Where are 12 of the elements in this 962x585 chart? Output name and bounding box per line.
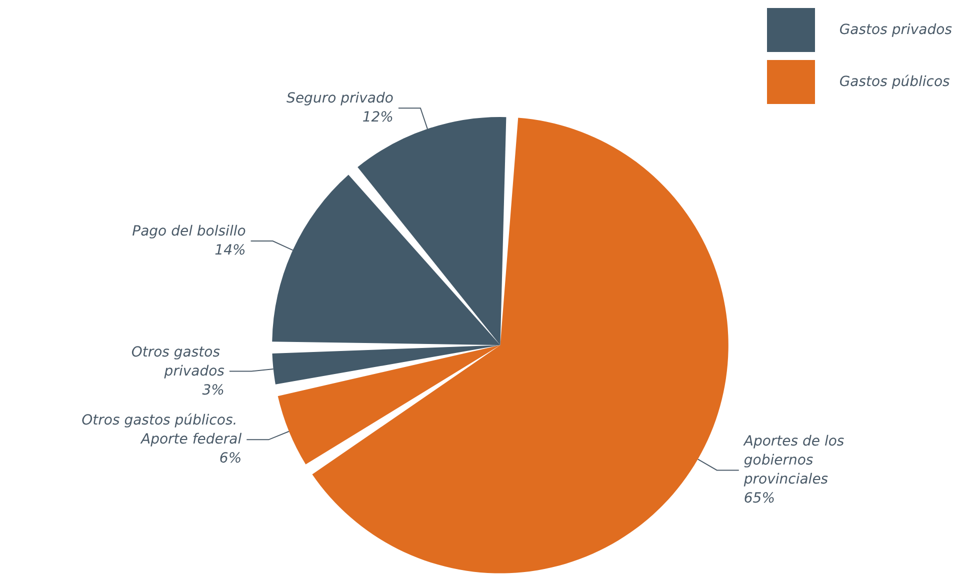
data-label: 3% <box>202 382 224 398</box>
slice-label: Aportes de los gobiernos provinciales <box>742 434 849 488</box>
text: Gastos públicos <box>839 74 950 90</box>
text: Gastos privados <box>839 22 952 38</box>
slice-label: Pago del bolsillo <box>132 224 246 240</box>
slice-label: Otros gastos públicos. Aporte federal <box>82 412 242 448</box>
data-label: 6% <box>219 450 242 467</box>
slice-label: Otros gastos privados <box>131 344 224 380</box>
data-label: 14% <box>214 242 246 259</box>
slice-label: Seguro privado <box>286 90 394 107</box>
data-label: 65% <box>744 490 775 507</box>
data-label: 12% <box>362 110 394 126</box>
